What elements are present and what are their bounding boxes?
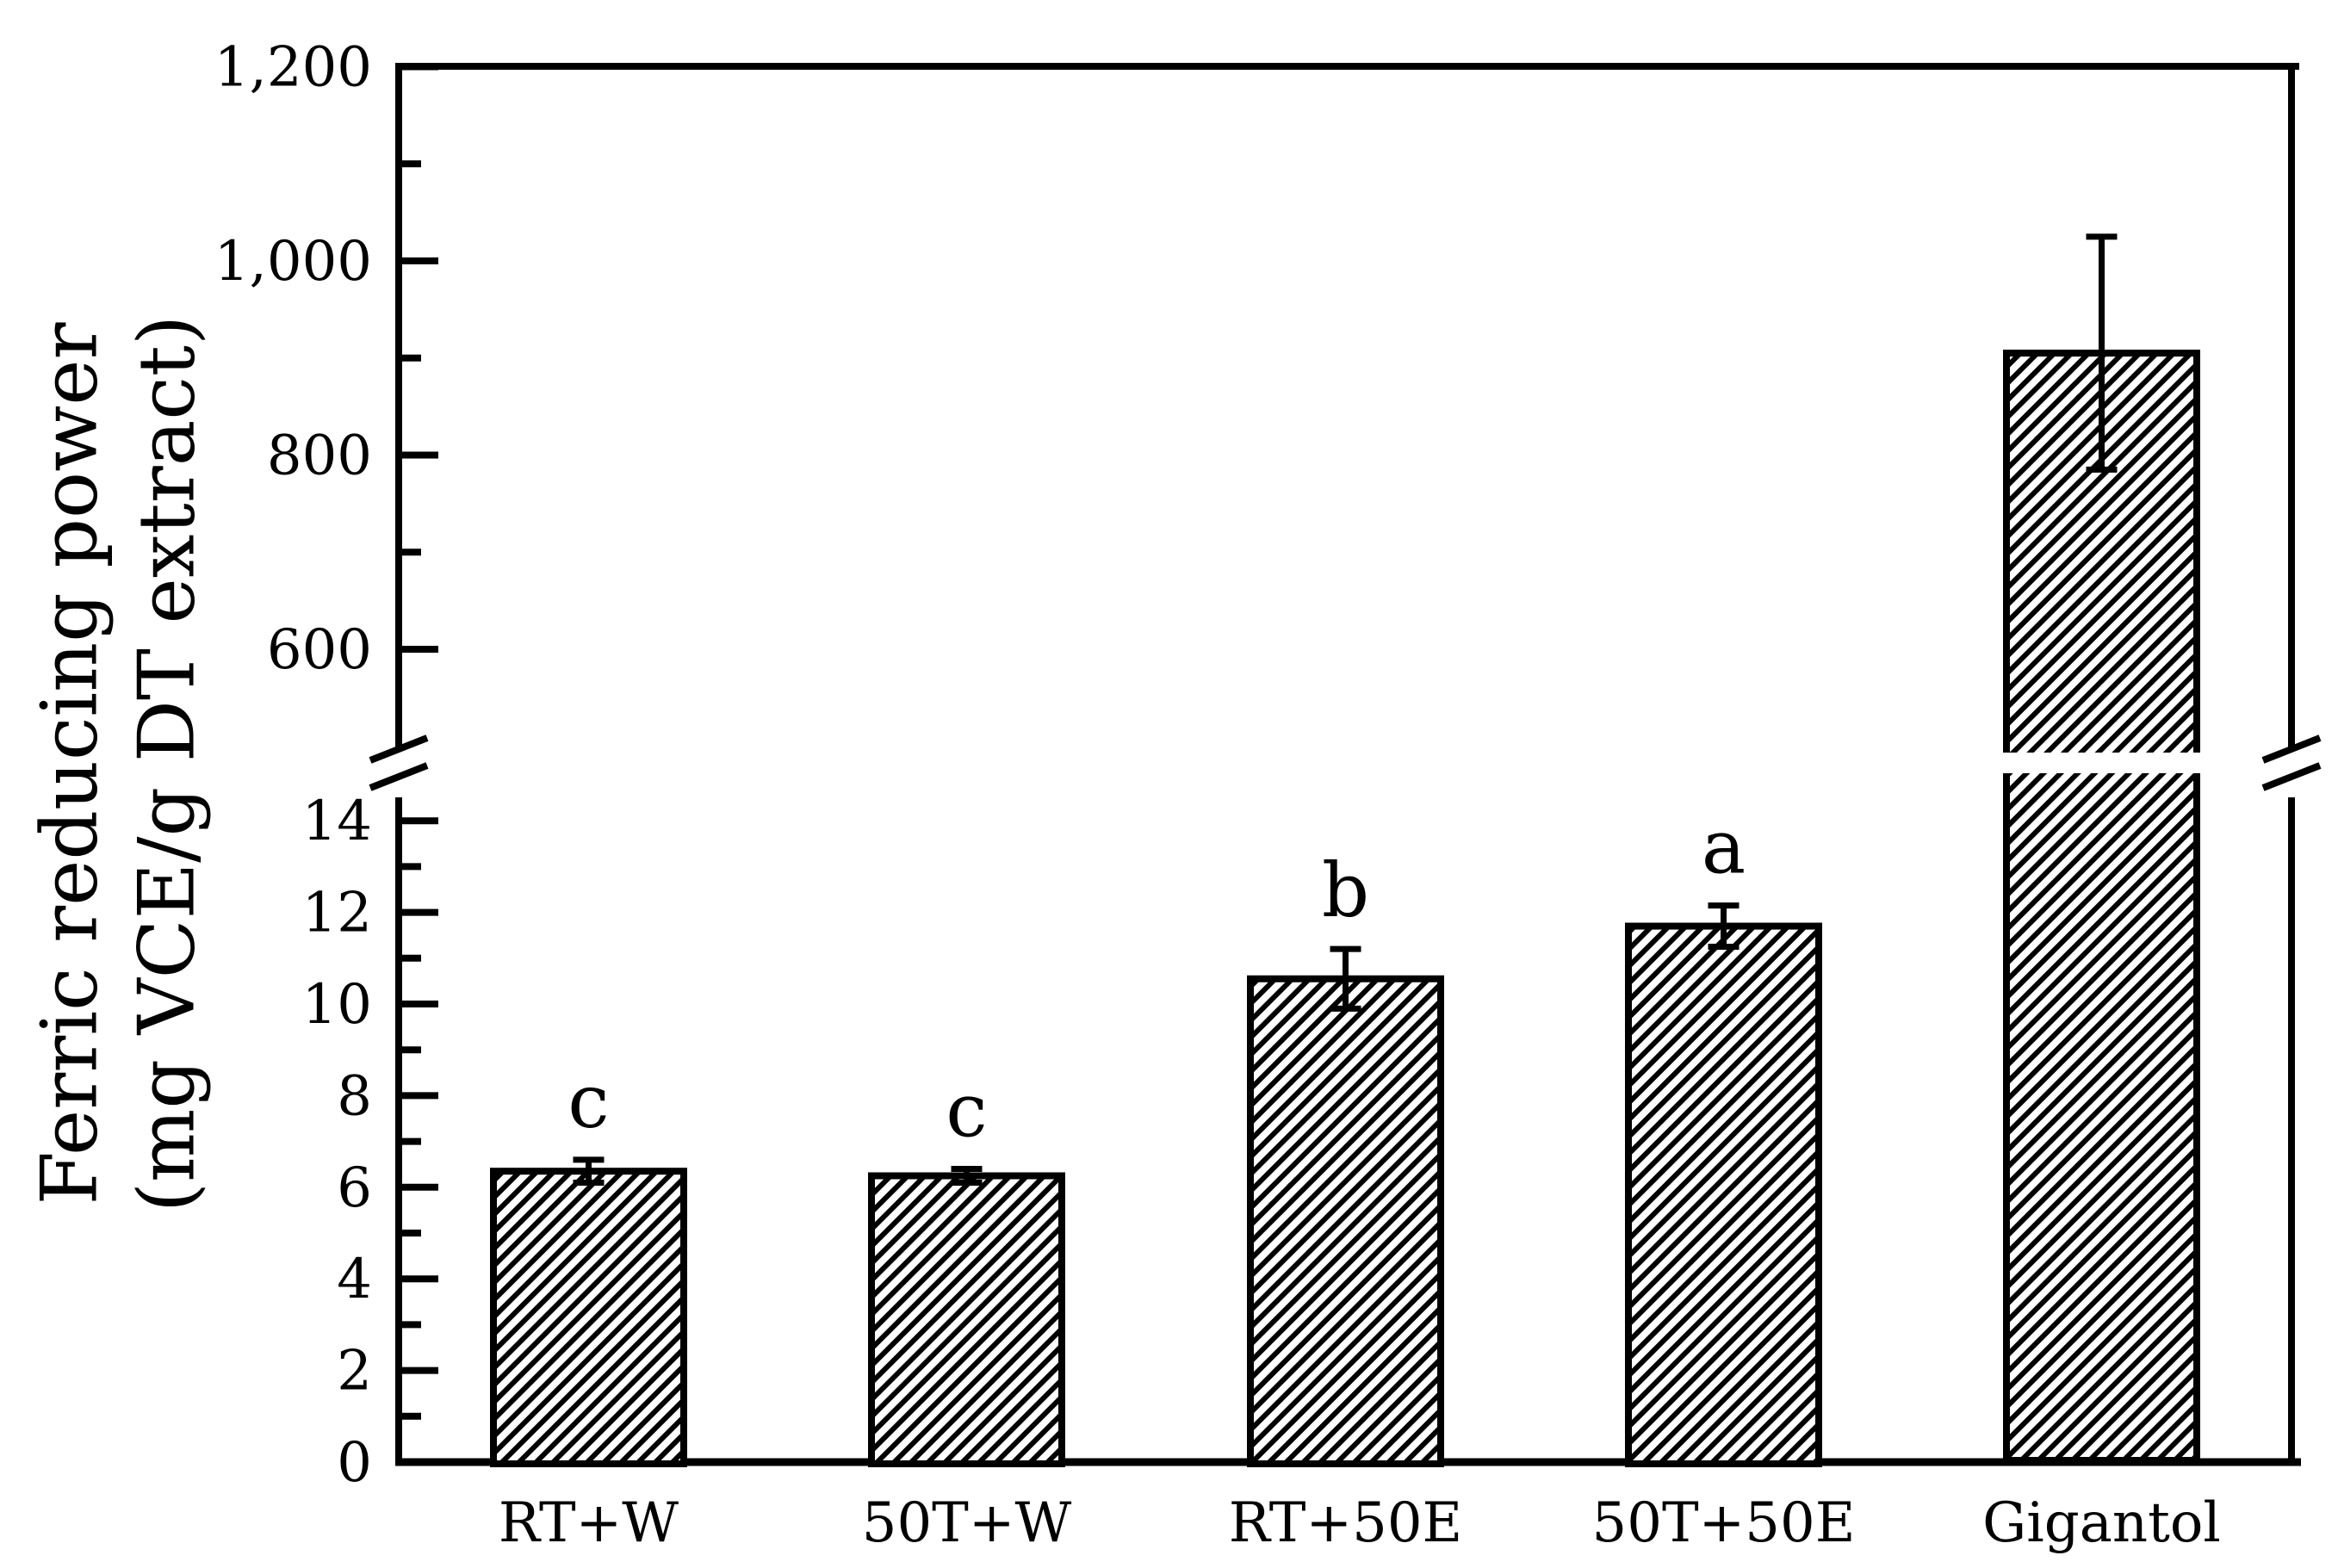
axis-break-slash (2261, 762, 2322, 791)
x-category-label: 50T+50E (1592, 1491, 1856, 1555)
x-axis-labels: RT+W 50T+W RT+50E 50T+50E Gigantol (499, 1491, 2221, 1555)
y-tick-label: 1,200 (214, 36, 372, 100)
y-tick-label: 0 (337, 1431, 372, 1495)
significance-letter: a (1702, 805, 1746, 891)
y-tick-label: 10 (302, 973, 372, 1037)
y-tick-label: 2 (337, 1340, 372, 1404)
significance-letters: c c b a (567, 805, 1746, 1155)
y-tick-label: 600 (267, 618, 372, 682)
significance-letter: c (567, 1059, 609, 1145)
axis-break-slash (2261, 734, 2322, 764)
significance-letter: c (946, 1069, 987, 1155)
y-tick-label: 800 (267, 425, 372, 488)
x-category-label: Gigantol (1982, 1491, 2221, 1555)
bar-RT+50E (1247, 975, 1444, 1467)
x-category-label: RT+W (499, 1491, 679, 1555)
x-category-label: RT+50E (1229, 1491, 1463, 1555)
bar-Gigantol-lower (2003, 773, 2200, 1464)
axis-break-slash (369, 734, 429, 764)
y-tick-label: 14 (302, 790, 372, 853)
x-category-label: 50T+W (862, 1491, 1072, 1555)
y-tick-label: 12 (302, 882, 372, 945)
y-axis-tick-labels: 600 800 1,000 1,200 0 2 4 6 8 10 12 14 (214, 36, 372, 1496)
y-tick-label: 1,000 (214, 230, 372, 294)
significance-letter: b (1322, 848, 1369, 934)
error-bars (573, 233, 2118, 1186)
y-tick-label: 6 (337, 1156, 372, 1220)
bar-50T+W (868, 1172, 1065, 1467)
y-tick-label: 4 (337, 1248, 372, 1311)
axis-break-slash (369, 762, 429, 791)
axis-break-marks (369, 734, 2322, 791)
bar-50T+50E (1625, 922, 1822, 1468)
bars (490, 350, 2200, 1468)
y-tick-label: 8 (337, 1064, 372, 1128)
y-axis-ticks (399, 63, 438, 1466)
bar-RT+W (490, 1168, 687, 1468)
plot-frame (395, 63, 2301, 1466)
